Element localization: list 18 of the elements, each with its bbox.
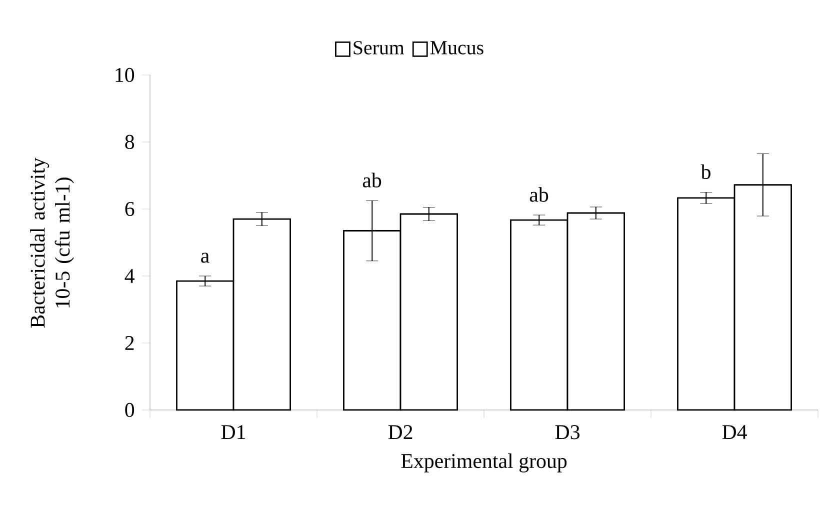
y-tick-label: 2 (125, 336, 134, 350)
legend-label: Mucus (430, 41, 484, 54)
annotation: b (700, 164, 710, 180)
x-tick-label: D2 (388, 425, 412, 440)
x-tick-label: D1 (221, 425, 246, 440)
x-axis-title: Experimental group (401, 453, 567, 472)
x-tick-label: D4 (722, 425, 747, 439)
annotation: a (201, 252, 210, 263)
y-tick-label: 0 (125, 402, 134, 418)
y-tick-label: 6 (125, 202, 134, 216)
legend-label: Serum (354, 41, 404, 54)
y-tick-label: 10 (116, 68, 134, 82)
y-axis-title: Bactericidal activity 10-5 (cfu ml-1) (30, 158, 74, 328)
x-tick-label: D3 (555, 425, 580, 440)
annotation: ab (362, 172, 382, 188)
y-tick-label: 4 (124, 269, 135, 283)
annotation: ab (530, 187, 548, 202)
y-tick-label: 8 (125, 134, 134, 150)
